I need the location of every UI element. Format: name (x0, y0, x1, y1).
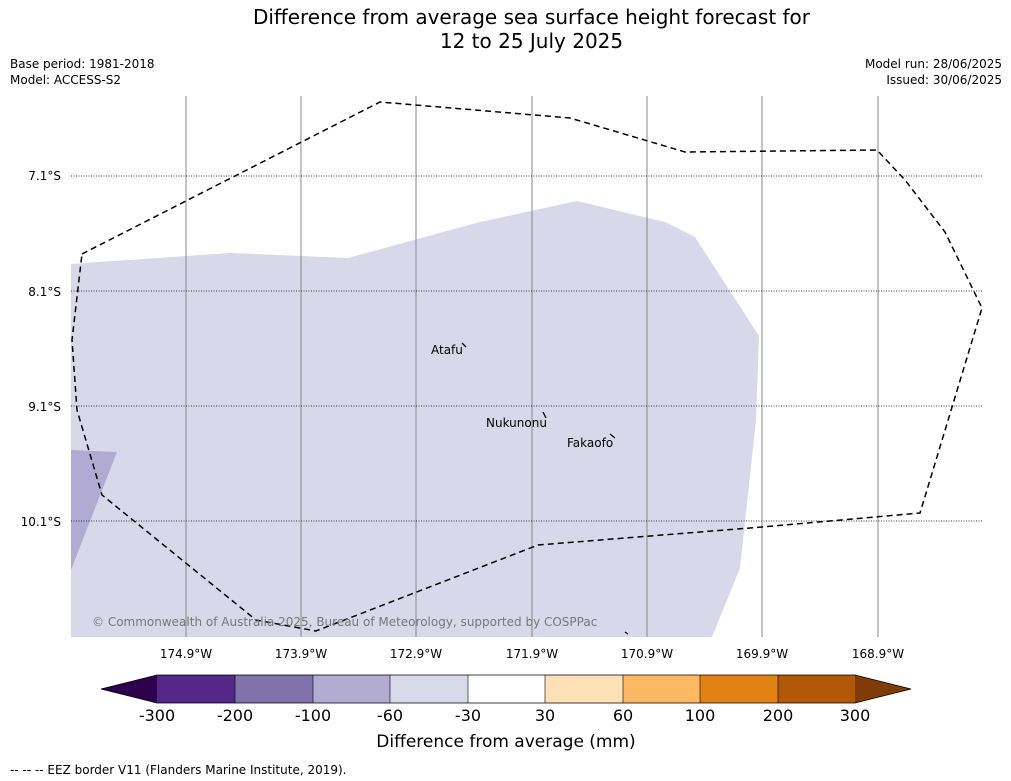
colorbar-bin (468, 675, 545, 703)
colorbar: -300 -200 -100 -60 -30 30 60 100 200 300… (100, 674, 912, 752)
place-label-nukunonu: Nukunonu (486, 416, 547, 430)
model-run-text: Model run: 28/06/2025 (864, 57, 1002, 71)
lon-label: 169.9°W (736, 647, 788, 661)
parallel-lines (71, 175, 982, 522)
colorbar-outline (100, 674, 912, 704)
colorbar-tick-label: 30 (535, 706, 555, 725)
islands (461, 342, 629, 635)
copyright-text: © Commonwealth of Australia 2025, Bureau… (92, 615, 597, 629)
map-title: Difference from average sea surface heig… (0, 5, 1011, 53)
lon-label: 173.9°W (275, 647, 327, 661)
colorbar-bin (390, 675, 468, 703)
eez-legend-text: -- -- -- EEZ border V11 (Flanders Marine… (10, 763, 347, 777)
lat-label: 8.1°S (28, 285, 61, 299)
fakaofo-island-icon (609, 433, 616, 439)
lon-label: 170.9°W (621, 647, 673, 661)
lat-label: 10.1°S (21, 515, 61, 529)
colorbar-tick-label: 200 (763, 706, 794, 725)
small-island-icon (624, 631, 629, 635)
colorbar-bin (235, 675, 313, 703)
colorbar-tick-label: 100 (685, 706, 716, 725)
place-label-fakaofo: Fakaofo (567, 436, 613, 450)
atafu-island-icon (461, 342, 467, 348)
meridian-lines (185, 96, 879, 637)
lon-label: 172.9°W (390, 647, 442, 661)
title-line-2: 12 to 25 July 2025 (439, 29, 624, 53)
colorbar-tick-label: 60 (613, 706, 633, 725)
title-line-1: Difference from average sea surface heig… (252, 5, 811, 29)
eez-border (71, 101, 982, 632)
colorbar-tick-label: -200 (217, 706, 253, 725)
lon-label: 174.9°W (160, 647, 212, 661)
run-info: Model run: 28/06/2025 Issued: 30/06/2025 (760, 56, 1002, 88)
lat-label: 7.1°S (28, 169, 61, 183)
anomaly-region-medium (71, 450, 117, 570)
colorbar-bin (778, 675, 855, 703)
nukunonu-island-icon (542, 411, 547, 419)
colorbar-tick-label: -100 (295, 706, 331, 725)
colorbar-bin (700, 675, 778, 703)
colorbar-tick-label: -60 (377, 706, 403, 725)
colorbar-extend-left (101, 675, 157, 703)
issued-text: Issued: 30/06/2025 (886, 73, 1002, 87)
colorbar-extend-right (855, 675, 911, 703)
colorbar-bin (545, 675, 623, 703)
colorbar-tick-label: 300 (840, 706, 871, 725)
model-text: Model: ACCESS-S2 (10, 73, 122, 87)
model-info: Base period: 1981-2018 Model: ACCESS-S2 (10, 56, 155, 88)
map-area (71, 96, 982, 637)
lon-label: 171.9°W (506, 647, 558, 661)
lon-label: 168.9°W (852, 647, 904, 661)
base-period-text: Base period: 1981-2018 (10, 57, 155, 71)
colorbar-bin (623, 675, 700, 703)
anomaly-region-light (71, 201, 759, 637)
colorbar-bin (313, 675, 390, 703)
colorbar-tick-label: -300 (139, 706, 175, 725)
colorbar-label: Difference from average (mm) (376, 732, 635, 752)
colorbar-tick-label: -30 (455, 706, 481, 725)
colorbar-bin (157, 675, 235, 703)
lat-label: 9.1°S (28, 400, 61, 414)
place-label-atafu: Atafu (431, 343, 463, 357)
